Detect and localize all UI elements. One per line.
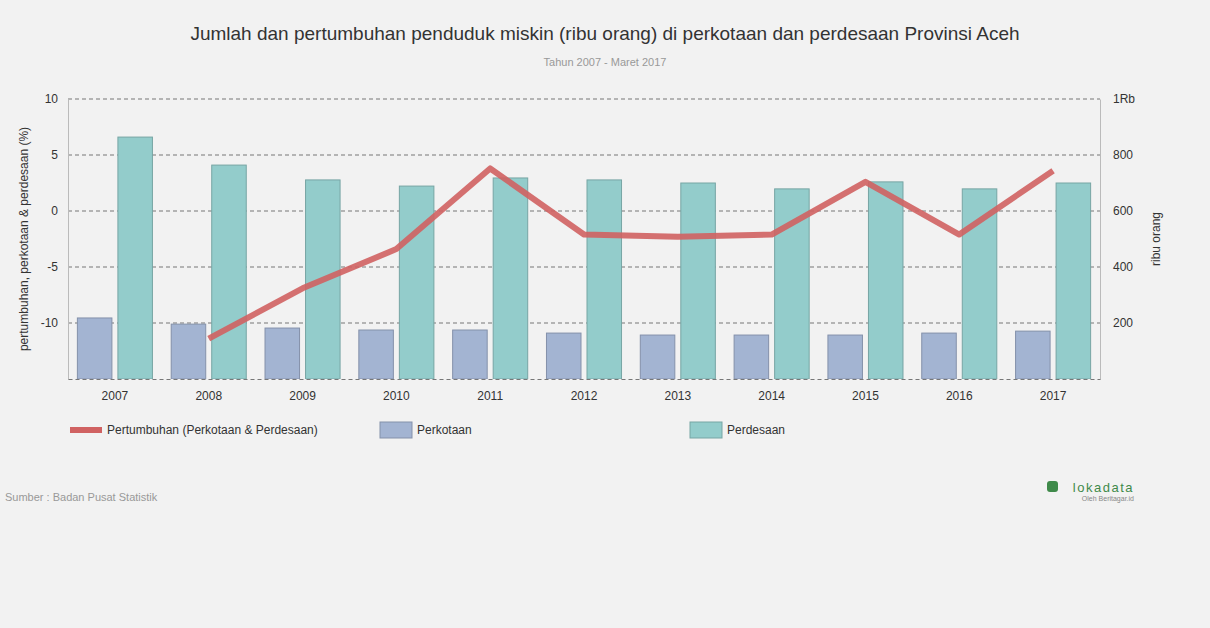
- legend-swatch: [70, 427, 102, 433]
- x-tick-label: 2008: [195, 389, 222, 403]
- x-tick: 2013: [664, 379, 691, 403]
- y-tick-label: 5: [51, 148, 58, 162]
- bar: [922, 333, 957, 379]
- legend-swatch: [690, 422, 722, 438]
- bar-series: [118, 137, 1091, 379]
- y2-tick-label: 1Rb: [1113, 92, 1135, 106]
- legend-item: Perdesaan: [690, 422, 785, 438]
- y2-tick: 1Rb: [1100, 92, 1135, 106]
- bar: [493, 178, 528, 379]
- line: [209, 168, 1053, 338]
- x-tick-label: 2009: [289, 389, 316, 403]
- source: Sumber : Badan Pusat Statistik: [5, 491, 158, 503]
- x-tick-label: 2013: [664, 389, 691, 403]
- legend-item: Pertumbuhan (Perkotaan & Perdesaan): [70, 423, 318, 437]
- subtitle: Tahun 2007 - Maret 2017: [544, 56, 667, 68]
- bar: [359, 330, 394, 379]
- x-tick: 2010: [383, 379, 410, 403]
- bar: [265, 328, 300, 379]
- bar: [546, 333, 581, 379]
- y2-tick: 800: [1100, 148, 1133, 162]
- y-tick: 10: [45, 92, 68, 106]
- y-axis-line: [68, 100, 69, 380]
- y2-tick: 400: [1100, 260, 1133, 274]
- y2-axis-line: [1100, 100, 1101, 380]
- logo-icon: [1047, 481, 1058, 492]
- y-tick-label: -5: [47, 260, 58, 274]
- x-tick: 2017: [1040, 379, 1067, 403]
- bar: [587, 180, 622, 379]
- y2-tick-label: 600: [1113, 204, 1133, 218]
- y-tick: 5: [51, 148, 68, 162]
- x-tick-label: 2007: [102, 389, 129, 403]
- y-tick-label: -10: [41, 316, 59, 330]
- legend-swatch: [380, 422, 412, 438]
- x-tick-label: 2016: [946, 389, 973, 403]
- bar: [640, 335, 675, 379]
- y-tick-label: 10: [45, 92, 59, 106]
- x-axis-line: [69, 379, 1101, 380]
- y2-tick-label: 200: [1113, 316, 1133, 330]
- y2-tick: 600: [1100, 204, 1133, 218]
- y2-axis-title: ribu orang: [1149, 212, 1163, 266]
- logo-text: lokadata: [1073, 480, 1134, 495]
- x-tick-label: 2012: [571, 389, 598, 403]
- y2-tick-label: 800: [1113, 148, 1133, 162]
- x-tick-label: 2014: [758, 389, 785, 403]
- bar: [212, 165, 247, 379]
- chart: Jumlah dan pertumbuhan penduduk miskin (…: [0, 0, 1210, 628]
- bar: [868, 182, 903, 379]
- x-axis: 2007 2008 2009 2010 2011 2012 2013 2014 2015 2016…: [69, 379, 1101, 403]
- legend-label: Pertumbuhan (Perkotaan & Perdesaan): [107, 423, 318, 437]
- y-tick-label: 0: [51, 204, 58, 218]
- x-tick: 2011: [477, 379, 503, 403]
- legend-label: Perkotaan: [417, 423, 472, 437]
- x-tick: 2007: [102, 379, 129, 403]
- bar: [453, 330, 488, 379]
- x-tick: 2016: [946, 379, 973, 403]
- x-tick: 2014: [758, 379, 785, 403]
- grid-line: [68, 99, 1100, 100]
- bar: [681, 183, 716, 379]
- y-tick: -5: [47, 260, 68, 274]
- bar: [77, 318, 112, 379]
- x-tick-label: 2011: [477, 389, 503, 403]
- y-tick: -10: [41, 316, 68, 330]
- x-tick: 2015: [852, 379, 879, 403]
- bar: [828, 335, 863, 379]
- bar: [734, 335, 769, 379]
- y2-tick-label: 400: [1113, 260, 1133, 274]
- x-tick-label: 2015: [852, 389, 879, 403]
- legend-item: Perkotaan: [380, 422, 472, 438]
- bar: [1056, 183, 1091, 379]
- bar: [118, 137, 153, 379]
- bar: [1016, 331, 1051, 379]
- x-tick-label: 2010: [383, 389, 410, 403]
- x-tick-label: 2017: [1040, 389, 1067, 403]
- y-tick: 0: [51, 204, 68, 218]
- legend: Pertumbuhan (Perkotaan & Perdesaan) Perko…: [70, 422, 785, 438]
- y-axis: -10 -5 0 5 10: [41, 92, 69, 379]
- bar: [171, 324, 206, 379]
- logo-credit: Oleh Beritagar.id: [1082, 495, 1134, 503]
- x-tick: 2009: [289, 379, 316, 403]
- y2-tick: 200: [1100, 316, 1133, 330]
- title: Jumlah dan pertumbuhan penduduk miskin (…: [190, 23, 1019, 44]
- bar: [399, 186, 434, 379]
- y2-axis: 200 400 600 800 1Rb: [1100, 92, 1135, 379]
- x-tick: 2008: [195, 379, 222, 403]
- plot-area: [77, 137, 1090, 379]
- grid-line: [68, 155, 1100, 156]
- legend-label: Perdesaan: [727, 423, 785, 437]
- y-axis-title: pertumbuhan, perkotaan & perdesaan (%): [17, 127, 31, 351]
- x-tick: 2012: [571, 379, 598, 403]
